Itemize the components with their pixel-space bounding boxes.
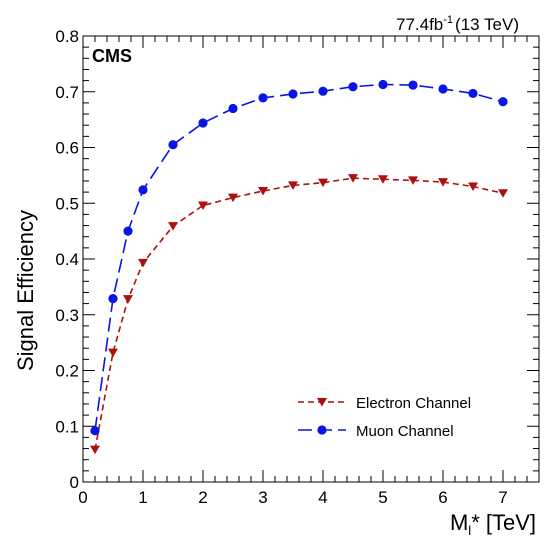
data-point-muon [288, 89, 298, 99]
lumi-superscript: -1 [443, 14, 453, 26]
y-tick-label: 0.7 [55, 83, 79, 102]
data-point-electron [258, 186, 268, 196]
legend-marker-electron [317, 398, 327, 407]
y-tick-label: 0.4 [55, 250, 79, 269]
data-point-muon [438, 84, 448, 94]
legend-marker-muon [317, 425, 327, 435]
lumi-label: 77.4fb-1 (13 TeV) [396, 14, 519, 34]
data-point-muon [498, 97, 508, 107]
data-point-muon [90, 426, 100, 436]
series-layer [90, 79, 508, 455]
data-point-muon [378, 79, 388, 90]
energy-label: (13 TeV) [455, 15, 519, 34]
x-tick-label: 4 [318, 488, 327, 507]
data-point-muon [348, 82, 358, 92]
data-point-muon [258, 93, 268, 103]
x-axis-title-sub: l [468, 523, 471, 537]
data-point-muon [123, 226, 133, 236]
x-tick-label: 6 [438, 488, 447, 507]
legend-label-muon: Muon Channel [356, 423, 454, 440]
legend: Electron Channel Muon Channel [298, 395, 471, 440]
x-axis-title-main: M [450, 510, 468, 535]
data-point-muon [138, 185, 148, 195]
x-tick-label: 1 [138, 488, 147, 507]
data-point-electron [138, 258, 148, 268]
y-tick-label: 0.3 [55, 306, 79, 325]
y-tick-label: 0.6 [55, 139, 79, 158]
data-point-electron [90, 445, 100, 455]
y-tick-label: 0.8 [55, 27, 79, 46]
data-point-electron [168, 222, 178, 231]
x-tick-label: 3 [258, 488, 267, 507]
data-point-electron [408, 176, 418, 185]
data-point-electron [468, 182, 478, 192]
data-point-electron [288, 181, 298, 190]
data-point-electron [378, 175, 388, 184]
y-tick-label: 0 [70, 473, 79, 492]
plot-frame [82, 35, 540, 483]
x-tick-label: 2 [198, 488, 207, 507]
data-point-electron [318, 178, 328, 188]
y-tick-label: 0.2 [55, 362, 79, 381]
data-point-muon [408, 80, 418, 90]
data-point-electron [348, 174, 358, 183]
data-point-muon [198, 118, 208, 128]
legend-entry-muon: Muon Channel [298, 423, 454, 440]
data-point-electron [228, 193, 238, 203]
x-axis-title-rest: * [TeV] [471, 510, 536, 535]
axes-layer: 0 1 2 3 4 5 6 7 0 0.1 0.2 0.3 0.4 0.5 0.6 0.7 0.8 [55, 27, 540, 507]
y-tick-label: 0.5 [55, 194, 79, 213]
data-point-muon [108, 293, 118, 304]
x-tick-label: 0 [78, 488, 87, 507]
cms-label: CMS [92, 46, 132, 66]
data-point-muon [168, 140, 178, 150]
series-line-electron [94, 177, 504, 450]
y-axis-title: Signal Efficiency [13, 210, 38, 371]
data-point-muon [468, 88, 478, 99]
data-point-muon [318, 86, 328, 96]
x-tick-label: 7 [498, 488, 507, 507]
data-point-electron [108, 348, 118, 358]
data-point-electron [198, 201, 208, 210]
x-axis-title: Ml* [TeV] [450, 510, 536, 537]
data-point-electron [498, 189, 508, 198]
data-point-electron [438, 178, 448, 187]
x-tick-label: 5 [378, 488, 387, 507]
legend-label-electron: Electron Channel [356, 395, 471, 412]
y-tick-label: 0.1 [55, 417, 79, 436]
data-point-muon [228, 103, 238, 114]
legend-entry-electron: Electron Channel [298, 395, 471, 412]
series-line-muon [94, 83, 504, 431]
data-point-electron [123, 295, 133, 304]
